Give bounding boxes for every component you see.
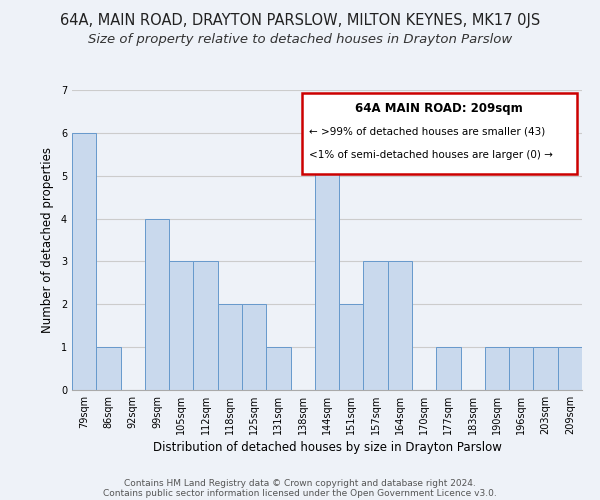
Text: 64A MAIN ROAD: 209sqm: 64A MAIN ROAD: 209sqm: [355, 102, 523, 115]
Bar: [242, 304, 266, 390]
Bar: [145, 218, 169, 390]
Bar: [436, 347, 461, 390]
Bar: [96, 347, 121, 390]
Bar: [339, 304, 364, 390]
Text: Contains HM Land Registry data © Crown copyright and database right 2024.: Contains HM Land Registry data © Crown c…: [124, 478, 476, 488]
Bar: [364, 262, 388, 390]
Text: Contains public sector information licensed under the Open Government Licence v3: Contains public sector information licen…: [103, 488, 497, 498]
Bar: [485, 347, 509, 390]
Y-axis label: Number of detached properties: Number of detached properties: [41, 147, 54, 333]
Bar: [315, 133, 339, 390]
Bar: [193, 262, 218, 390]
Bar: [169, 262, 193, 390]
Text: <1% of semi-detached houses are larger (0) →: <1% of semi-detached houses are larger (…: [309, 150, 553, 160]
Text: 64A, MAIN ROAD, DRAYTON PARSLOW, MILTON KEYNES, MK17 0JS: 64A, MAIN ROAD, DRAYTON PARSLOW, MILTON …: [60, 12, 540, 28]
Bar: [72, 133, 96, 390]
Bar: [509, 347, 533, 390]
X-axis label: Distribution of detached houses by size in Drayton Parslow: Distribution of detached houses by size …: [152, 441, 502, 454]
Bar: [388, 262, 412, 390]
Bar: [266, 347, 290, 390]
Text: ← >99% of detached houses are smaller (43): ← >99% of detached houses are smaller (4…: [309, 126, 545, 136]
Bar: [533, 347, 558, 390]
FancyBboxPatch shape: [302, 93, 577, 174]
Bar: [558, 347, 582, 390]
Bar: [218, 304, 242, 390]
Text: Size of property relative to detached houses in Drayton Parslow: Size of property relative to detached ho…: [88, 32, 512, 46]
